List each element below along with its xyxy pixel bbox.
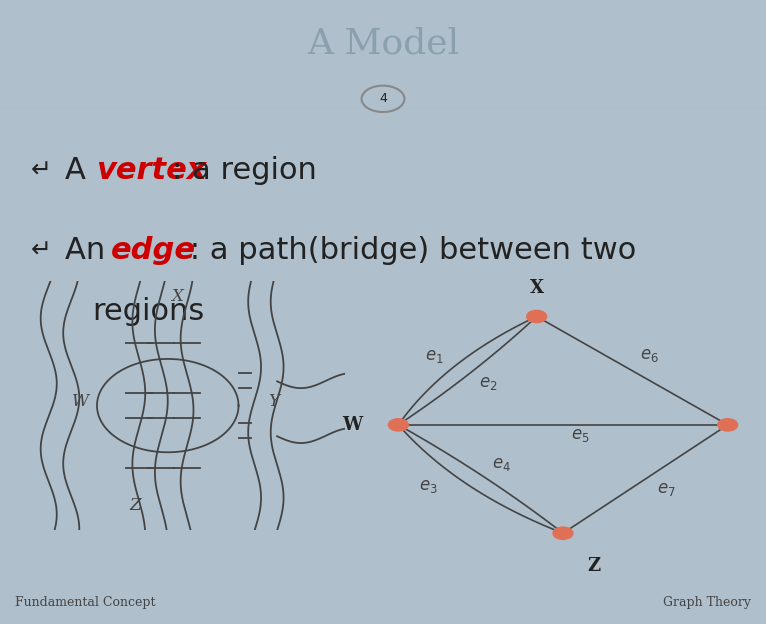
Text: W: W <box>342 416 362 434</box>
Text: $e_5$: $e_5$ <box>571 426 589 444</box>
Text: X: X <box>529 279 544 297</box>
Text: regions: regions <box>92 297 205 326</box>
Text: edge: edge <box>111 236 196 265</box>
Text: : a region: : a region <box>172 156 317 185</box>
Text: 4: 4 <box>379 92 387 105</box>
Text: X: X <box>172 288 183 305</box>
Text: $e_1$: $e_1$ <box>425 348 444 366</box>
Circle shape <box>362 85 404 112</box>
Circle shape <box>527 310 547 323</box>
Text: $e_7$: $e_7$ <box>657 480 676 498</box>
Text: Fundamental Concept: Fundamental Concept <box>15 596 155 608</box>
Text: Z: Z <box>587 557 601 575</box>
Circle shape <box>718 419 738 431</box>
Text: W: W <box>72 392 90 409</box>
Text: $e_6$: $e_6$ <box>640 346 659 364</box>
Text: A: A <box>65 156 96 185</box>
Text: ↵: ↵ <box>31 238 51 263</box>
Text: Graph Theory: Graph Theory <box>663 596 751 608</box>
Text: $e_2$: $e_2$ <box>479 374 497 391</box>
Text: Z: Z <box>129 497 142 514</box>
Text: ↵: ↵ <box>31 158 51 182</box>
Text: vertex: vertex <box>96 156 206 185</box>
Text: A Model: A Model <box>307 27 459 61</box>
Text: : a path(bridge) between two: : a path(bridge) between two <box>180 236 637 265</box>
Text: $e_4$: $e_4$ <box>492 454 511 472</box>
Text: Y: Y <box>268 392 280 409</box>
Text: An: An <box>65 236 115 265</box>
Text: $e_3$: $e_3$ <box>420 477 438 495</box>
Circle shape <box>553 527 573 539</box>
Circle shape <box>388 419 408 431</box>
